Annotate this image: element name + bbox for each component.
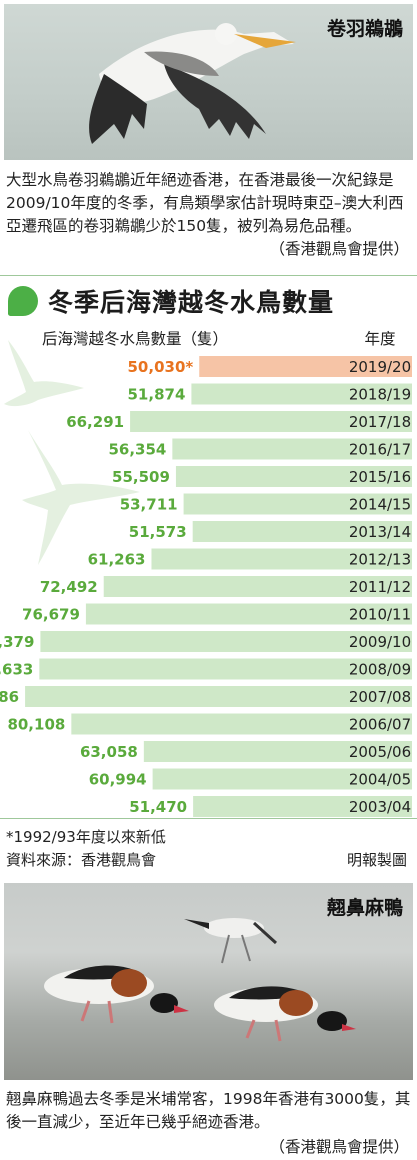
shelduck-illustration — [44, 918, 356, 1042]
value-label: 72,492 — [40, 578, 98, 596]
section-divider — [0, 275, 417, 276]
bar-2010/11 — [85, 603, 412, 625]
category-label: 2011/12 — [349, 578, 411, 596]
bar-2007/08 — [25, 686, 412, 707]
bar-2017/18 — [130, 411, 412, 432]
value-axis-header: 后海灣越冬水鳥數量（隻） — [42, 330, 228, 348]
value-label: 76,679 — [22, 606, 80, 624]
value-label: 63,058 — [80, 743, 138, 761]
value-label: 51,573 — [129, 523, 187, 541]
category-label: 2007/08 — [349, 688, 411, 706]
category-label: 2012/13 — [349, 551, 411, 569]
value-label: 80,108 — [7, 716, 65, 734]
value-label: 51,470 — [129, 798, 187, 816]
bar-2019/20 — [199, 356, 412, 377]
pelican-photo: 卷羽鵜鶘 — [4, 4, 413, 160]
category-label: 2018/19 — [349, 386, 411, 404]
category-label: 2008/09 — [349, 661, 411, 679]
bar-2006/07 — [71, 713, 412, 735]
bar-group: 2019/20 50,030* 2018/19 51,874 2017/18 66,291… — [0, 356, 413, 817]
photo-credit-shelduck: （香港觀鳥會提供） — [269, 1138, 409, 1156]
value-label: 60,994 — [89, 771, 147, 789]
bar-2015/16 — [175, 466, 412, 487]
bar-2018/19 — [191, 383, 412, 405]
bird-silhouette-decoration — [4, 340, 140, 565]
chart-bottom-divider — [0, 818, 417, 819]
paragraph-pelican: 大型水鳥卷羽鵜鶘近年絕迹香港，在香港最後一次紀錄是2009/10年度的冬季，有鳥… — [6, 171, 404, 235]
category-axis-header: 年度 — [364, 330, 395, 348]
value-label: 87,379 — [0, 633, 34, 651]
photo-caption-shelduck: 翹鼻麻鴨 — [326, 897, 403, 919]
paragraph-shelduck: 翹鼻麻鴨過去冬季是米埔常客，1998年香港有3000隻，其後一直減少，至近年已幾… — [6, 1090, 411, 1131]
footnote: *1992/93年度以來新低 — [6, 828, 166, 846]
value-label: 55,509 — [112, 468, 170, 486]
chart-title-row: 冬季后海灣越冬水鳥數量 — [8, 283, 334, 319]
bar-2008/09 — [39, 658, 413, 680]
bar-2003/04 — [193, 796, 412, 817]
value-label: 61,263 — [88, 551, 146, 569]
bar-chart: 后海灣越冬水鳥數量（隻） 年度 2019/20 50,030* 2018/19 51,… — [0, 330, 413, 817]
bar-2009/10 — [40, 631, 413, 652]
category-label: 2016/17 — [349, 441, 411, 459]
shelduck-photo: 翹鼻麻鴨 — [4, 883, 413, 1080]
category-label: 2005/06 — [349, 743, 411, 761]
speech-bubble-icon — [8, 286, 38, 316]
category-label: 2019/20 — [349, 358, 411, 376]
bar-2004/05 — [152, 768, 412, 790]
graphic-credit: 明報製圖 — [346, 851, 407, 869]
value-label: 90,986 — [0, 688, 19, 706]
pelican-illustration — [89, 23, 296, 144]
value-label: 66,291 — [66, 413, 124, 431]
value-label: 53,711 — [120, 496, 178, 514]
category-label: 2014/15 — [349, 496, 411, 514]
value-label: 50,030* — [128, 358, 194, 376]
category-label: 2003/04 — [349, 798, 411, 816]
bar-2012/13 — [151, 548, 412, 570]
data-source: 資料來源：香港觀鳥會 — [6, 851, 157, 869]
category-label: 2010/11 — [349, 606, 411, 624]
value-label: 56,354 — [108, 441, 166, 459]
category-label: 2017/18 — [349, 413, 411, 431]
bar-2014/15 — [183, 493, 412, 515]
photo-credit-pelican: （香港觀鳥會提供） — [269, 240, 409, 258]
photo-caption-pelican: 卷羽鵜鶘 — [326, 18, 403, 40]
category-label: 2009/10 — [349, 633, 411, 651]
bar-2013/14 — [192, 521, 412, 542]
bar-2016/17 — [172, 438, 412, 460]
value-label: 51,874 — [128, 386, 186, 404]
bar-2005/06 — [143, 741, 412, 762]
value-label: 87,633 — [0, 661, 33, 679]
category-label: 2013/14 — [349, 523, 411, 541]
category-label: 2015/16 — [349, 468, 411, 486]
category-label: 2004/05 — [349, 771, 411, 789]
chart-title: 冬季后海灣越冬水鳥數量 — [48, 288, 335, 317]
bar-2011/12 — [103, 576, 412, 597]
category-label: 2006/07 — [349, 716, 411, 734]
